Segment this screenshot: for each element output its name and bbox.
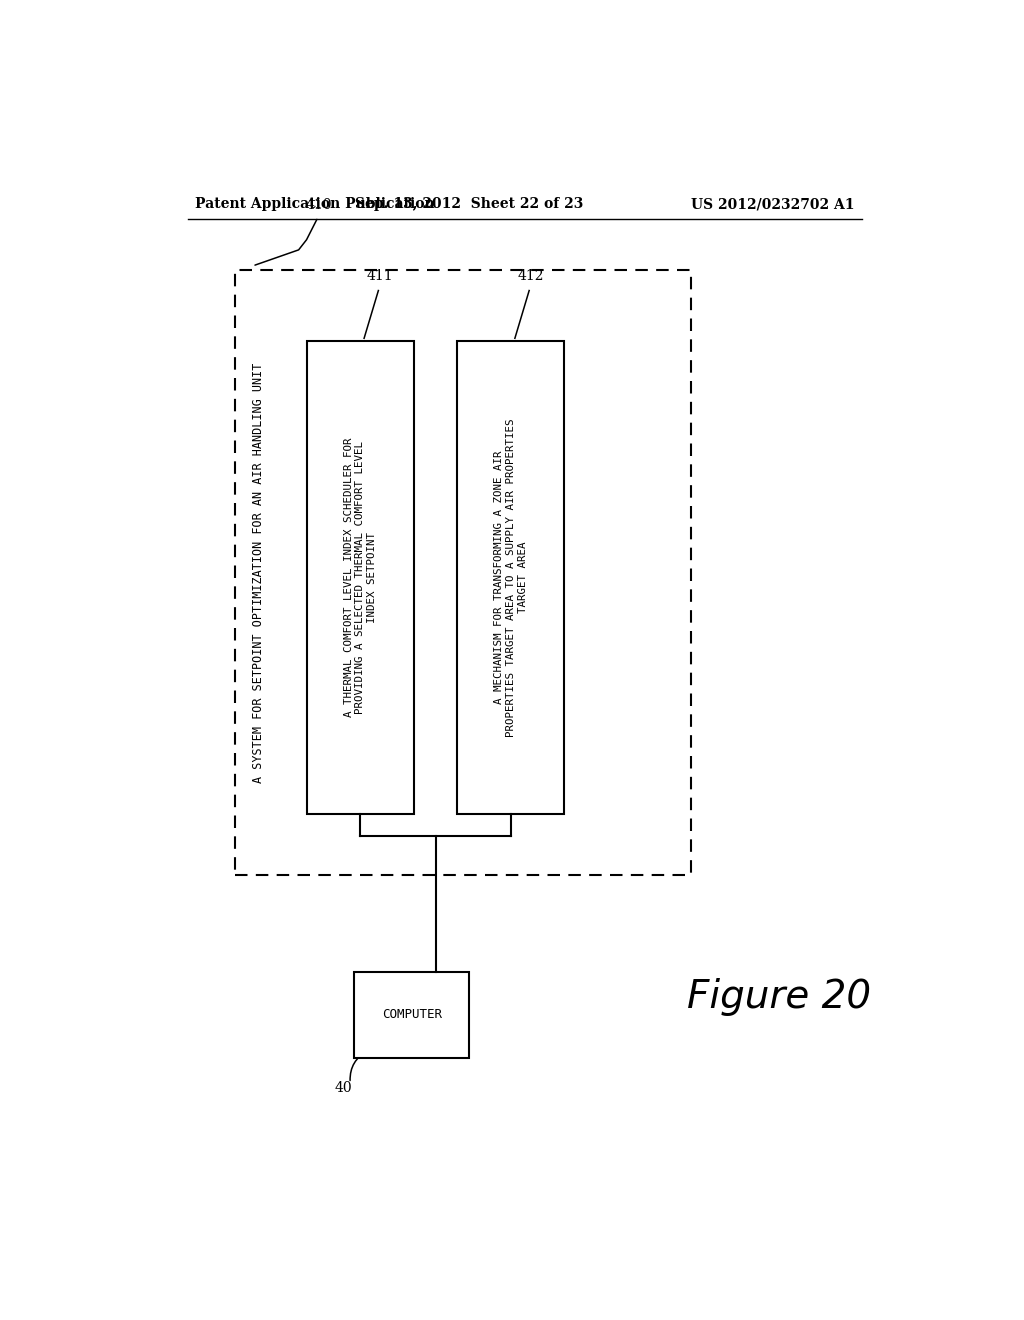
Text: A MECHANISM FOR TRANSFORMING A ZONE AIR
PROPERTIES TARGET AREA TO A SUPPLY AIR P: A MECHANISM FOR TRANSFORMING A ZONE AIR …: [495, 418, 527, 737]
Bar: [458, 342, 564, 814]
Text: COMPUTER: COMPUTER: [382, 1008, 441, 1022]
Text: US 2012/0232702 A1: US 2012/0232702 A1: [690, 197, 854, 211]
Bar: [354, 972, 469, 1057]
Text: 410: 410: [305, 198, 332, 213]
Bar: [236, 271, 691, 875]
Bar: [306, 342, 414, 814]
Text: A SYSTEM FOR SETPOINT OPTIMIZATION FOR AN AIR HANDLING UNIT: A SYSTEM FOR SETPOINT OPTIMIZATION FOR A…: [253, 363, 265, 783]
Text: 40: 40: [335, 1081, 352, 1096]
Text: A THERMAL COMFORT LEVEL INDEX SCHEDULER FOR
PROVIDING A SELECTED THERMAL COMFORT: A THERMAL COMFORT LEVEL INDEX SCHEDULER …: [343, 438, 377, 717]
Text: Patent Application Publication: Patent Application Publication: [196, 197, 435, 211]
Text: Sep. 13, 2012  Sheet 22 of 23: Sep. 13, 2012 Sheet 22 of 23: [355, 197, 584, 211]
Text: Figure 20: Figure 20: [687, 978, 870, 1016]
Text: 411: 411: [367, 269, 393, 284]
Text: 412: 412: [517, 269, 544, 284]
